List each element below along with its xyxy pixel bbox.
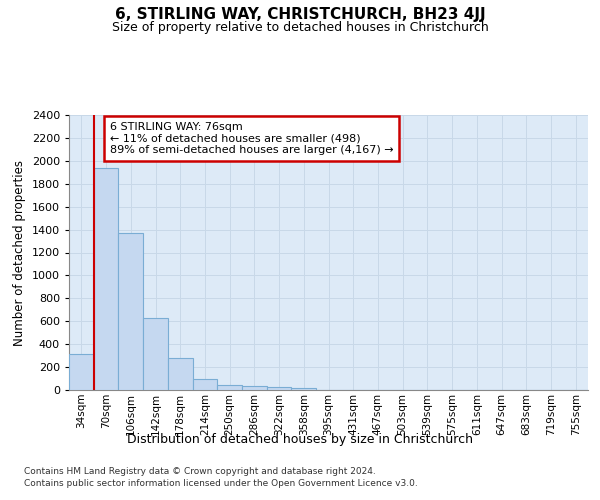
- Bar: [193, 378, 217, 390]
- Bar: [242, 386, 267, 390]
- Text: 6, STIRLING WAY, CHRISTCHURCH, BH23 4JJ: 6, STIRLING WAY, CHRISTCHURCH, BH23 4JJ: [115, 8, 485, 22]
- Text: 6 STIRLING WAY: 76sqm
← 11% of detached houses are smaller (498)
89% of semi-det: 6 STIRLING WAY: 76sqm ← 11% of detached …: [110, 122, 394, 155]
- Bar: [267, 387, 292, 390]
- Bar: [143, 318, 168, 390]
- Bar: [69, 354, 94, 390]
- Bar: [168, 358, 193, 390]
- Text: Contains public sector information licensed under the Open Government Licence v3: Contains public sector information licen…: [24, 479, 418, 488]
- Text: Size of property relative to detached houses in Christchurch: Size of property relative to detached ho…: [112, 21, 488, 34]
- Bar: [94, 168, 118, 390]
- Y-axis label: Number of detached properties: Number of detached properties: [13, 160, 26, 346]
- Bar: [118, 233, 143, 390]
- Bar: [292, 388, 316, 390]
- Text: Distribution of detached houses by size in Christchurch: Distribution of detached houses by size …: [127, 432, 473, 446]
- Bar: [217, 384, 242, 390]
- Text: Contains HM Land Registry data © Crown copyright and database right 2024.: Contains HM Land Registry data © Crown c…: [24, 468, 376, 476]
